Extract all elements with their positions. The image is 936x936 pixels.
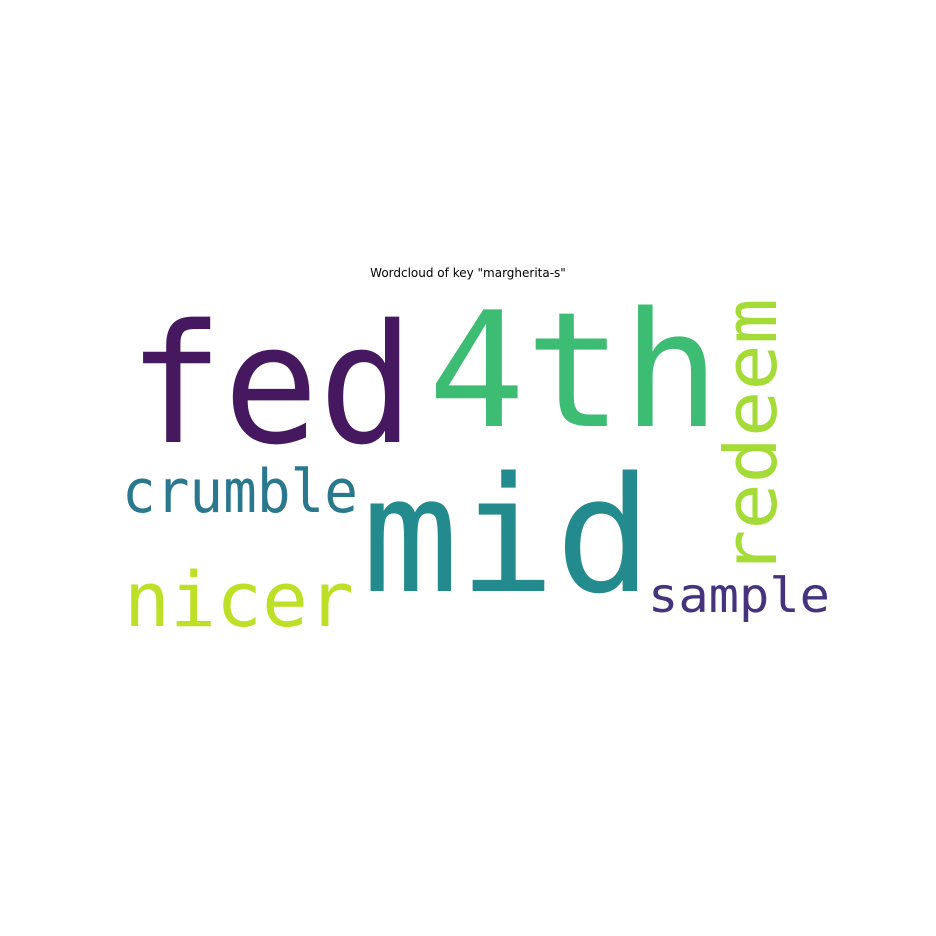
word-crumble: crumble xyxy=(122,457,358,527)
word-nicer: nicer xyxy=(124,555,354,644)
figure-title: Wordcloud of key "margherita-s" xyxy=(370,266,566,280)
word-4th: 4th xyxy=(428,277,720,464)
word-redeem: redeem xyxy=(709,298,793,576)
word-sample: sample xyxy=(648,568,830,624)
word-fed: fed xyxy=(128,289,414,481)
word-mid: mid xyxy=(362,442,652,629)
